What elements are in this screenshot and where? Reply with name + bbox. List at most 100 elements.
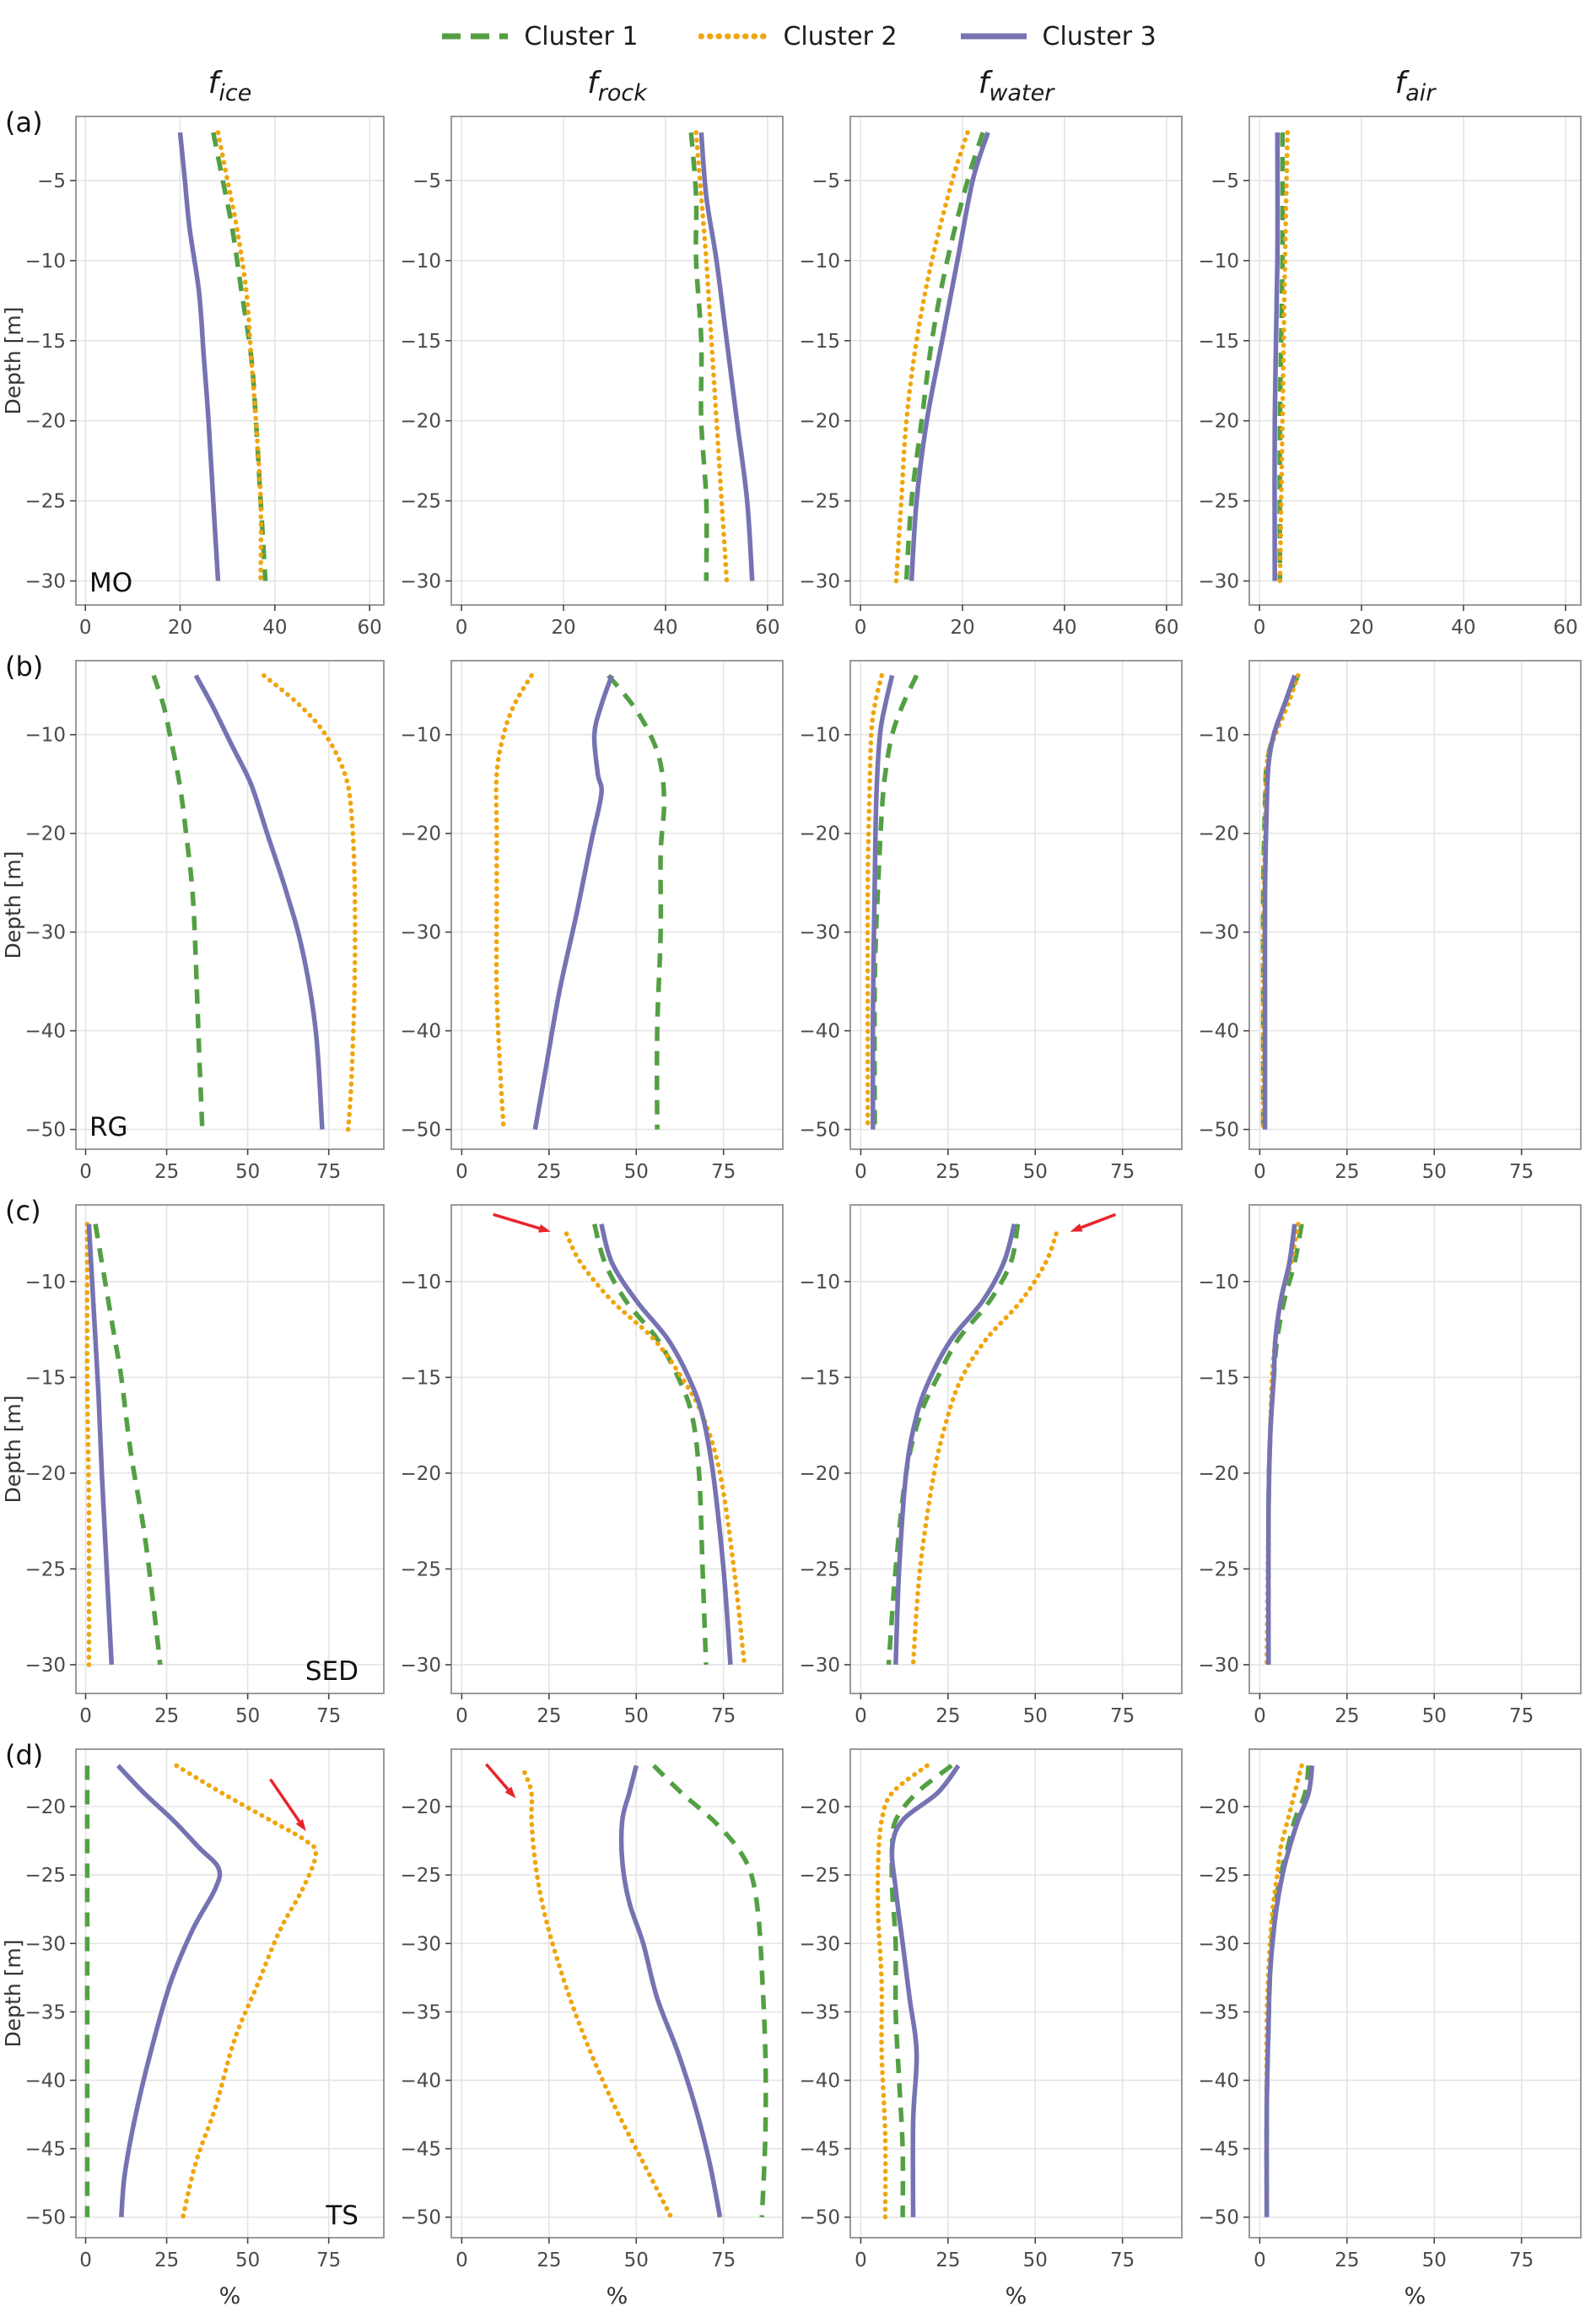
svg-text:60: 60: [1553, 617, 1577, 639]
svg-text:−45: −45: [799, 2139, 840, 2161]
svg-text:−20: −20: [1198, 1463, 1239, 1485]
series-lines: [84, 1221, 163, 1667]
svg-text:−20: −20: [1198, 411, 1239, 433]
svg-text:25: 25: [1334, 1161, 1359, 1183]
svg-text:−50: −50: [1198, 2207, 1239, 2229]
svg-text:50: 50: [1023, 2249, 1048, 2271]
svg-text:−20: −20: [400, 824, 441, 845]
series-cluster-2: [563, 1231, 747, 1667]
gridlines: [451, 661, 783, 1149]
svg-text:−50: −50: [1198, 1120, 1239, 1142]
svg-text:−20: −20: [1198, 824, 1239, 845]
svg-text:40: 40: [653, 617, 677, 639]
panel-a-f-air: 0 20 40 60 −5 −10 −15 −20 −25 −30 fair: [1198, 66, 1582, 639]
gridlines: [1249, 1749, 1581, 2238]
axes: 0 25 50 75 −10 −15 −20 −25 −30: [799, 1272, 1135, 1727]
svg-text:25: 25: [536, 2249, 561, 2271]
series-cluster-3: [116, 1763, 223, 2217]
panel-c-f-air: 0 25 50 75 −10 −15 −20 −25 −30: [1198, 1204, 1582, 1727]
svg-text:50: 50: [624, 1705, 649, 1727]
panel-d-f-ice: 0 25 50 75 −20 −25 −30 −35 −40 −45 −50 (d) Depth [m]…: [1, 1739, 385, 2309]
gridlines: [451, 116, 783, 605]
svg-text:−30: −30: [1198, 571, 1239, 593]
panel-c-f-rock: 0 25 50 75 −10 −15 −20 −25 −30: [400, 1204, 784, 1727]
series-cluster-1: [688, 132, 709, 581]
series-cluster-2: [84, 1221, 92, 1667]
series-cluster-3: [909, 132, 990, 581]
series-cluster-1: [903, 132, 985, 581]
svg-text:−10: −10: [1198, 1272, 1239, 1294]
series-cluster-3: [599, 1223, 733, 1666]
svg-text:75: 75: [1509, 2249, 1534, 2271]
series-cluster-1: [607, 673, 667, 1130]
svg-text:50: 50: [1422, 1161, 1447, 1183]
svg-text:−25: −25: [400, 1865, 441, 1887]
svg-text:25: 25: [935, 1705, 960, 1727]
axes: 0 25 50 75 −20 −25 −30 −35 −40 −45 −50: [400, 1796, 736, 2271]
series-lines: [493, 672, 667, 1132]
svg-text:−30: −30: [24, 1933, 66, 1955]
gridlines: [850, 116, 1182, 605]
x-axis-label: %: [219, 2283, 241, 2309]
panel-c-f-ice: 0 25 50 75 −10 −15 −20 −25 −30 (c) Depth [m] SED: [1, 1195, 385, 1727]
panel-d-f-water: 0 25 50 75 −20 −25 −30 −35 −40 −45 −50%: [799, 1748, 1183, 2309]
series-cluster-3: [177, 132, 221, 581]
series-cluster-2: [910, 1231, 1059, 1667]
gridlines: [850, 661, 1182, 1149]
legend-item-cluster-3: Cluster 3: [958, 22, 1157, 51]
svg-text:−30: −30: [24, 922, 66, 944]
panel-d-f-rock: 0 25 50 75 −20 −25 −30 −35 −40 −45 −50%: [400, 1748, 784, 2309]
svg-text:−15: −15: [799, 1367, 840, 1389]
series-cluster-3: [1265, 1223, 1297, 1665]
svg-text:75: 75: [1509, 1705, 1534, 1727]
svg-text:0: 0: [456, 617, 468, 639]
svg-text:−30: −30: [24, 1655, 66, 1677]
series-cluster-2: [865, 672, 884, 1132]
column-title-f-air: fair: [1395, 66, 1437, 106]
svg-text:−30: −30: [1198, 922, 1239, 944]
svg-text:−40: −40: [24, 1021, 66, 1043]
series-cluster-2: [1277, 130, 1291, 584]
svg-text:−40: −40: [1198, 2070, 1239, 2092]
svg-text:−40: −40: [799, 1021, 840, 1043]
svg-text:−20: −20: [799, 824, 840, 845]
svg-text:−30: −30: [400, 571, 441, 593]
svg-text:0: 0: [79, 1161, 92, 1183]
site-label-TS: TS: [325, 2201, 359, 2231]
svg-text:−15: −15: [400, 331, 441, 353]
svg-text:−10: −10: [24, 1272, 66, 1294]
svg-text:−25: −25: [1198, 491, 1239, 513]
svg-text:−50: −50: [24, 2207, 66, 2229]
svg-text:75: 75: [711, 1161, 736, 1183]
svg-text:−10: −10: [1198, 251, 1239, 273]
row-tag-a: (a): [5, 106, 43, 138]
y-axis-label: Depth [m]: [1, 851, 25, 959]
legend-item-cluster-2: Cluster 2: [698, 22, 898, 51]
series-cluster-2: [174, 1763, 319, 2220]
series-cluster-2: [875, 1763, 930, 2220]
svg-text:−25: −25: [24, 1865, 66, 1887]
svg-text:−10: −10: [400, 1272, 441, 1294]
series-cluster-1: [93, 1223, 163, 1666]
y-axis-label: Depth [m]: [1, 1396, 25, 1504]
legend-line-solid-icon: [960, 33, 1027, 40]
plot-row-d: 0 25 50 75 −20 −25 −30 −35 −40 −45 −50 (d) Depth [m]…: [0, 1736, 1596, 2315]
svg-text:−25: −25: [799, 1865, 840, 1887]
svg-text:0: 0: [855, 1705, 867, 1727]
svg-text:50: 50: [235, 1705, 260, 1727]
svg-text:−10: −10: [24, 251, 66, 273]
plot-row-a: 0 20 40 60 −5 −10 −15 −20 −25 −30 fice (a) Depth [m]…: [0, 61, 1596, 647]
svg-text:50: 50: [624, 1161, 649, 1183]
legend-label-cluster-3: Cluster 3: [1042, 21, 1157, 51]
annotation-arrow: [485, 1763, 516, 1799]
svg-text:50: 50: [1422, 2249, 1447, 2271]
svg-text:−20: −20: [24, 1796, 66, 1818]
svg-text:75: 75: [316, 2249, 341, 2271]
svg-text:25: 25: [1334, 2249, 1359, 2271]
svg-text:−45: −45: [1198, 2139, 1239, 2161]
series-cluster-1: [591, 1223, 709, 1666]
svg-text:−10: −10: [799, 1272, 840, 1294]
series-cluster-1: [151, 674, 205, 1130]
svg-text:−20: −20: [799, 1463, 840, 1485]
series-cluster-3: [86, 1223, 115, 1666]
